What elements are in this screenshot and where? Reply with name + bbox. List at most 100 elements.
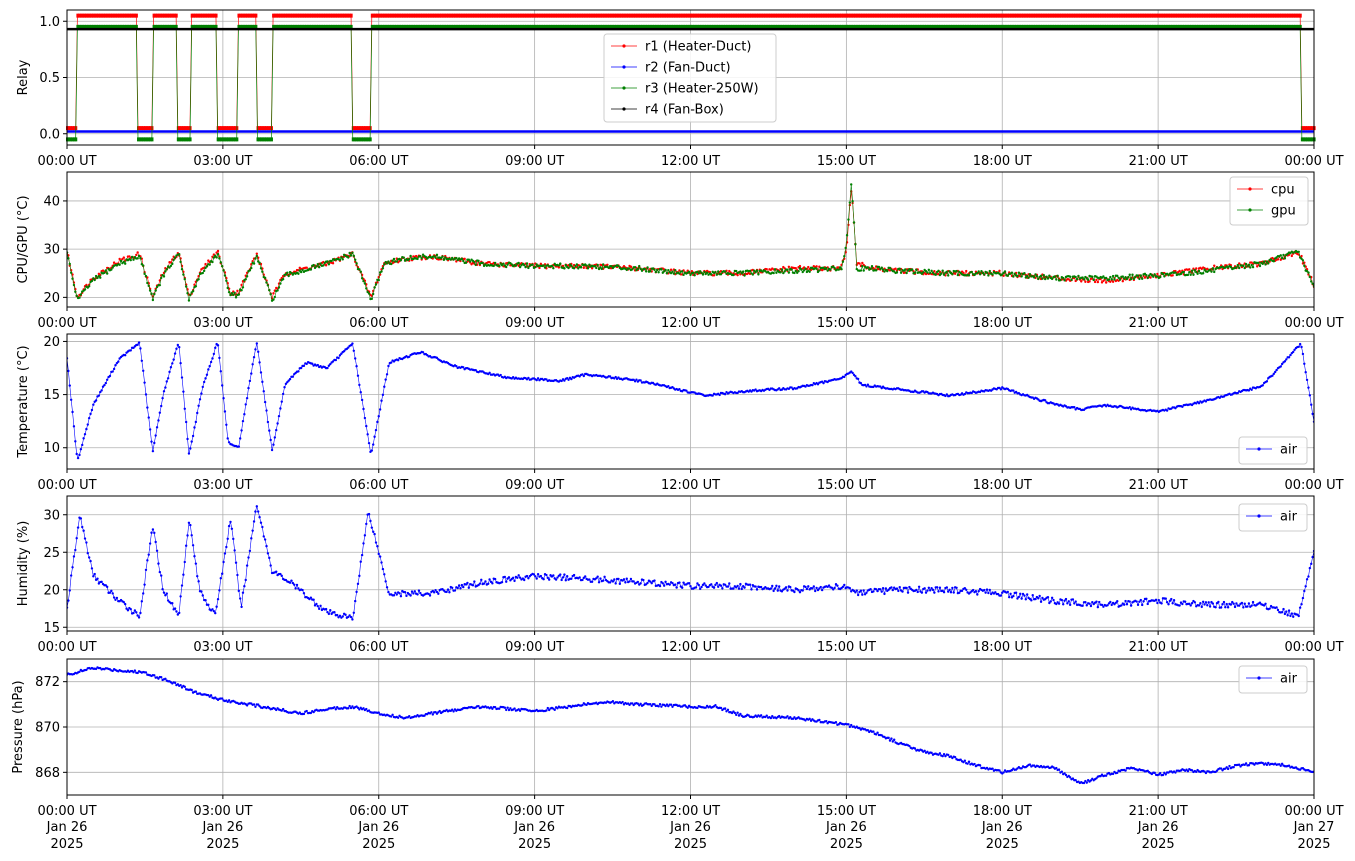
relay-point bbox=[1164, 24, 1167, 29]
series-air-point bbox=[196, 411, 199, 415]
relay-point bbox=[112, 24, 116, 29]
relay-point bbox=[187, 126, 190, 131]
relay-point bbox=[1193, 13, 1197, 18]
series-air-point bbox=[491, 582, 494, 585]
relay-point bbox=[587, 24, 590, 29]
x-tick-label: 03:00 UT bbox=[193, 154, 252, 169]
series-air-point bbox=[376, 544, 379, 548]
relay-point bbox=[632, 13, 635, 18]
series-air-point bbox=[581, 578, 584, 582]
relay-point bbox=[795, 24, 798, 29]
series-air-point bbox=[280, 574, 283, 578]
relay-point bbox=[266, 126, 270, 131]
relay-point bbox=[963, 24, 966, 29]
relay-point bbox=[905, 13, 909, 18]
relay-point bbox=[123, 13, 126, 18]
relay-point bbox=[883, 13, 887, 18]
series-gpu-point bbox=[534, 265, 537, 269]
series-air-point bbox=[493, 577, 497, 581]
series-air-point bbox=[201, 594, 204, 597]
series-gpu-point bbox=[739, 270, 742, 273]
series-gpu-point bbox=[1193, 268, 1197, 272]
relay-point bbox=[232, 137, 235, 142]
series-gpu-point bbox=[118, 263, 121, 267]
series-gpu-point bbox=[250, 266, 253, 270]
series-air-point bbox=[945, 393, 949, 396]
series-gpu-point bbox=[888, 266, 892, 270]
series-gpu-point bbox=[801, 270, 804, 274]
relay-point bbox=[668, 24, 672, 29]
series-gpu-point bbox=[653, 268, 656, 271]
relay-point bbox=[1016, 13, 1020, 18]
relay-point bbox=[438, 24, 441, 29]
series-air-point bbox=[178, 611, 181, 615]
relay-point bbox=[762, 24, 765, 29]
relay-point bbox=[886, 24, 890, 29]
series-air-point bbox=[536, 377, 540, 380]
series-gpu-point bbox=[194, 285, 198, 288]
series-air-point bbox=[369, 519, 372, 523]
relay-point bbox=[800, 13, 803, 18]
relay-point bbox=[350, 24, 353, 29]
series-cpu-point bbox=[606, 263, 609, 266]
relay-point bbox=[1266, 13, 1269, 18]
series-air-point bbox=[460, 583, 464, 587]
series-air-point bbox=[567, 378, 570, 381]
relay-point bbox=[453, 24, 457, 29]
series-air-point bbox=[247, 386, 250, 390]
relay-point bbox=[145, 137, 149, 142]
relay-point bbox=[557, 24, 561, 29]
series-air-point bbox=[1271, 374, 1274, 377]
relay-point bbox=[623, 13, 627, 18]
series-air-point bbox=[861, 593, 864, 596]
relay-point bbox=[502, 24, 506, 29]
series-cpu-point bbox=[765, 267, 768, 271]
relay-point bbox=[421, 13, 424, 18]
relay-point bbox=[369, 137, 372, 142]
relay-point bbox=[1193, 24, 1197, 29]
series-gpu-point bbox=[639, 267, 642, 271]
series-gpu-point bbox=[171, 262, 174, 266]
series-gpu-point bbox=[1267, 262, 1270, 265]
relay-point bbox=[100, 13, 104, 18]
series-gpu-point bbox=[699, 270, 702, 273]
relay-point bbox=[391, 13, 395, 18]
relay-point bbox=[647, 24, 651, 29]
relay-point bbox=[803, 13, 807, 18]
series-gpu-point bbox=[926, 271, 929, 274]
relay-point bbox=[1054, 13, 1058, 18]
relay-point bbox=[1259, 13, 1262, 18]
series-gpu-point bbox=[743, 274, 746, 277]
relay-point bbox=[211, 13, 215, 18]
series-air-point bbox=[294, 587, 297, 590]
relay-point bbox=[275, 13, 279, 18]
relay-point bbox=[162, 13, 166, 18]
relay-point bbox=[1264, 24, 1268, 29]
series-air-point bbox=[467, 586, 471, 589]
relay-point bbox=[72, 137, 76, 142]
relay-point bbox=[1174, 13, 1178, 18]
series-air-point bbox=[473, 580, 476, 583]
series-gpu-point bbox=[588, 263, 591, 266]
relay-point bbox=[1086, 24, 1089, 29]
relay-point bbox=[384, 13, 388, 18]
series-air-point bbox=[349, 344, 353, 347]
relay-point bbox=[1287, 24, 1290, 29]
series-gpu-point bbox=[564, 263, 567, 267]
relay-point bbox=[634, 13, 637, 18]
series-air-point bbox=[337, 356, 340, 360]
series-gpu-point bbox=[216, 253, 220, 256]
series-air-point bbox=[827, 584, 831, 587]
series-gpu-point bbox=[955, 269, 958, 273]
series-gpu-point bbox=[1132, 277, 1136, 280]
relay-point bbox=[334, 24, 338, 29]
series-air-point bbox=[646, 581, 649, 585]
series-gpu-point bbox=[1102, 275, 1105, 278]
relay-point bbox=[620, 24, 623, 29]
relay-point bbox=[1167, 13, 1171, 18]
series-gpu-point bbox=[119, 259, 123, 263]
relay-point bbox=[916, 24, 919, 29]
relay-point bbox=[287, 24, 291, 29]
relay-point bbox=[130, 24, 133, 29]
series-air-point bbox=[1129, 408, 1133, 411]
